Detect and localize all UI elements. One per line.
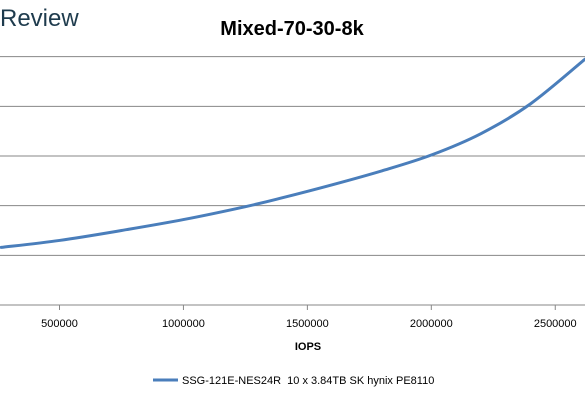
brand-logo-text: Review — [0, 5, 79, 32]
legend: SSG-121E-NES24R 10 x 3.84TB SK hynix PE8… — [153, 375, 434, 387]
series-line-1 — [0, 57, 585, 249]
chart-title: Mixed-70-30-8k — [220, 18, 364, 40]
x-tick-label-5: 2500000 — [534, 318, 577, 330]
x-tick-label-2: 1000000 — [162, 318, 205, 330]
x-tick-label-3: 1500000 — [286, 318, 329, 330]
x-tick-labels: 500000 1000000 1500000 2000000 2500000 — [41, 318, 577, 330]
gridlines — [0, 56, 585, 256]
x-axis — [0, 304, 585, 310]
x-axis-label: IOPS — [295, 341, 321, 353]
x-tick-label-1: 500000 — [41, 318, 78, 330]
series-layer — [0, 57, 585, 249]
legend-label: SSG-121E-NES24R 10 x 3.84TB SK hynix PE8… — [182, 375, 434, 387]
x-tick-label-4: 2000000 — [410, 318, 453, 330]
